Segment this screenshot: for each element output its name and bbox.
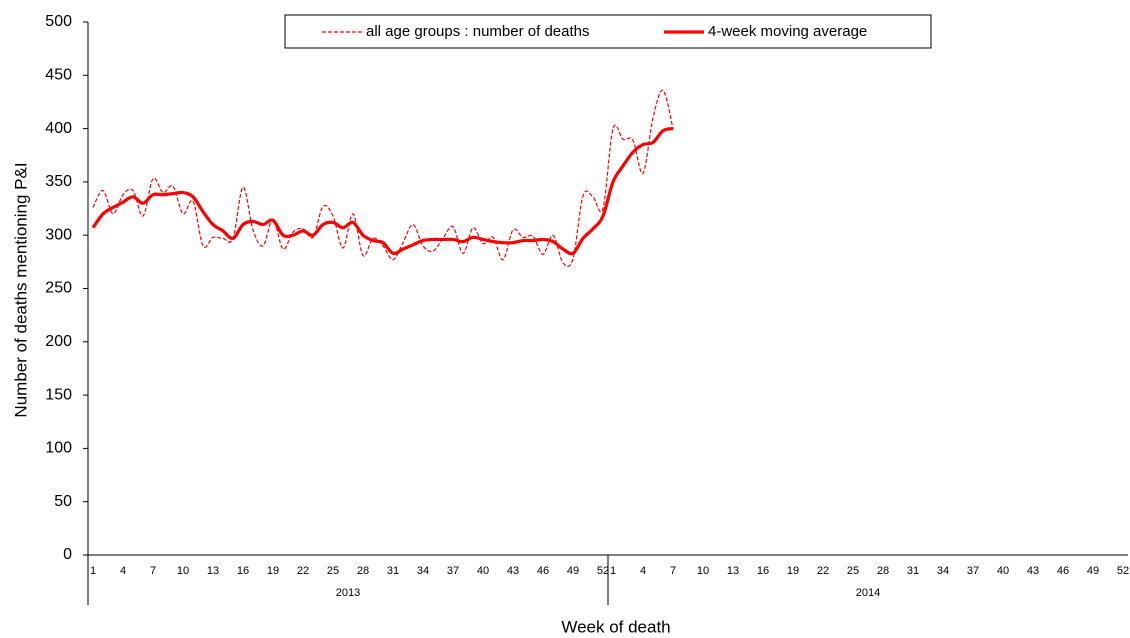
- x-tick-label: 34: [937, 565, 949, 577]
- x-axis-title: Week of death: [561, 617, 670, 636]
- x-tick-label: 22: [817, 565, 829, 577]
- y-tick-label: 150: [45, 386, 72, 403]
- group-label: 2013: [336, 587, 360, 599]
- x-tick-label: 37: [447, 565, 459, 577]
- x-tick-label: 25: [327, 565, 339, 577]
- x-tick-label: 19: [267, 565, 279, 577]
- x-tick-label: 40: [477, 565, 489, 577]
- series-line: [92, 89, 674, 268]
- x-tick-label: 52: [1117, 565, 1129, 577]
- x-tick-label: 31: [907, 565, 919, 577]
- x-tick-label: 52: [597, 565, 609, 577]
- x-tick-label: 37: [967, 565, 979, 577]
- x-tick-label: 10: [697, 565, 709, 577]
- x-tick-label: 28: [357, 565, 369, 577]
- legend-label: all age groups : number of deaths: [366, 23, 589, 40]
- x-tick-label: 16: [237, 565, 249, 577]
- x-tick-label: 40: [997, 565, 1009, 577]
- x-tick-label: 13: [727, 565, 739, 577]
- y-tick-label: 0: [63, 546, 72, 563]
- x-tick-label: 22: [297, 565, 309, 577]
- legend-label: 4-week moving average: [708, 23, 867, 40]
- y-tick-label: 250: [45, 280, 72, 297]
- x-tick-label: 43: [1027, 565, 1039, 577]
- x-tick-label: 7: [670, 565, 676, 577]
- x-tick-label: 4: [120, 565, 126, 577]
- x-tick-label: 49: [567, 565, 579, 577]
- x-tick-label: 34: [417, 565, 429, 577]
- x-tick-label: 16: [757, 565, 769, 577]
- y-tick-label: 300: [45, 226, 72, 243]
- x-tick-label: 46: [1057, 565, 1069, 577]
- y-tick-label: 450: [45, 67, 72, 84]
- x-tick-label: 49: [1087, 565, 1099, 577]
- y-tick-label: 100: [45, 440, 72, 457]
- y-axis-title: Number of deaths mentioning P&I: [11, 162, 30, 417]
- legend-box: [284, 14, 932, 49]
- y-tick-label: 500: [45, 13, 72, 30]
- y-tick-label: 350: [45, 173, 72, 190]
- x-tick-label: 1: [90, 565, 96, 577]
- x-tick-label: 46: [537, 565, 549, 577]
- x-tick-label: 25: [847, 565, 859, 577]
- x-tick-label: 7: [150, 565, 156, 577]
- x-tick-label: 10: [177, 565, 189, 577]
- x-tick-label: 31: [387, 565, 399, 577]
- x-tick-label: 28: [877, 565, 889, 577]
- y-tick-label: 400: [45, 120, 72, 137]
- x-tick-label: 19: [787, 565, 799, 577]
- x-tick-label: 13: [207, 565, 219, 577]
- x-tick-label: 1: [610, 565, 616, 577]
- x-tick-label: 43: [507, 565, 519, 577]
- group-label: 2014: [856, 587, 880, 599]
- y-tick-label: 50: [54, 493, 72, 510]
- x-tick-label: 4: [640, 565, 646, 577]
- series-line: [91, 127, 674, 256]
- y-tick-label: 200: [45, 333, 72, 350]
